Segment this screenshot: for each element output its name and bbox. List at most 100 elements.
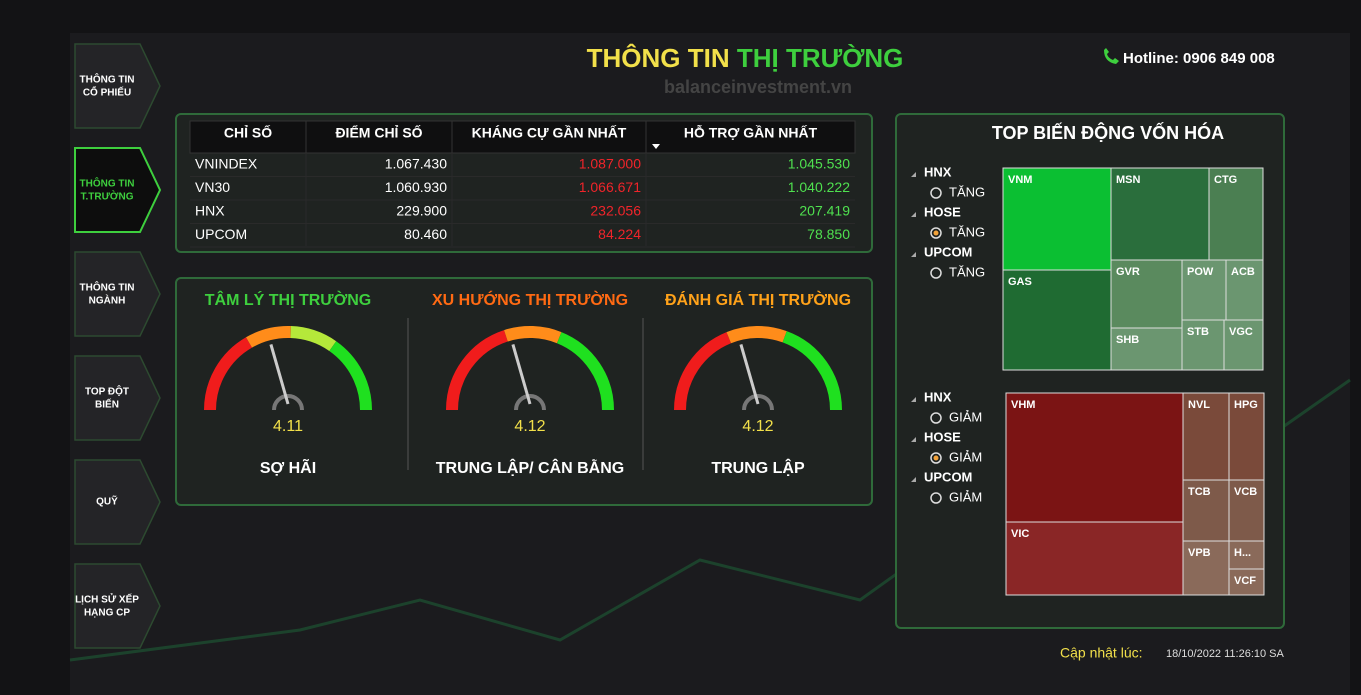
nav-shape	[74, 251, 161, 337]
option-label: GIẢM	[949, 409, 982, 424]
table-cell: HNX	[195, 203, 225, 219]
page-title: THÔNG TIN THỊ TRƯỜNG	[587, 43, 904, 73]
nav-shape	[74, 43, 161, 129]
phone-icon	[1104, 48, 1119, 64]
table-cell: 1.040.222	[788, 179, 850, 195]
header-cell	[645, 120, 856, 154]
tile-label: VNM	[1008, 174, 1032, 186]
updated-time: 18/10/2022 11:26:10 SA	[1166, 648, 1285, 660]
nav-shape	[74, 459, 161, 545]
table-cell: 84.224	[598, 226, 641, 242]
gauge-panel	[175, 277, 873, 506]
radio-dot	[933, 230, 939, 236]
exchange-label: HNX	[924, 389, 952, 404]
treemap-tile[interactable]	[1228, 540, 1265, 570]
nav-shape	[74, 563, 161, 649]
treemap-tile[interactable]	[1182, 540, 1230, 596]
treemap-tile[interactable]	[1110, 327, 1183, 371]
gauge-pivot	[272, 394, 304, 411]
exchange-label: HOSE	[924, 429, 961, 444]
column-header: HỖ TRỢ GẦN NHẤT	[684, 124, 818, 141]
tile-label: VHM	[1011, 399, 1035, 411]
nav-item[interactable]: THÔNG TIN NGÀNH	[74, 251, 161, 337]
treemap-tile[interactable]	[1228, 479, 1265, 542]
gauge-label: TRUNG LẬP	[711, 458, 805, 477]
radio[interactable]	[930, 227, 942, 239]
tile-label: SHB	[1116, 334, 1139, 346]
gauge-arc	[329, 341, 372, 411]
treemap-tile[interactable]	[1223, 319, 1264, 371]
option-label: TĂNG	[949, 264, 985, 279]
expand-icon	[911, 172, 916, 177]
tile-label: ACB	[1231, 266, 1255, 278]
radio[interactable]	[930, 267, 942, 279]
updated-label: Cập nhật lúc:	[1060, 645, 1143, 661]
radio[interactable]	[930, 412, 942, 424]
gauge-label: TRUNG LẬP/ CÂN BẰNG	[436, 458, 624, 477]
table-cell: 1.045.530	[788, 156, 850, 172]
tile-label: HPG	[1234, 399, 1258, 411]
nav-item[interactable]: THÔNG TIN CỔ PHIẾU	[74, 43, 161, 129]
watermark: balanceinvestment.vn	[664, 77, 852, 97]
exchange-label: HOSE	[924, 204, 961, 219]
treemap-tile[interactable]	[1005, 392, 1184, 523]
treemap-tile[interactable]	[1228, 568, 1265, 596]
tile-label: VIC	[1011, 528, 1029, 540]
table-cell: VN30	[195, 179, 230, 195]
nav-item[interactable]: QUỸ	[74, 459, 161, 545]
tile-label: TCB	[1188, 486, 1211, 498]
nav-label: THÔNG TIN NGÀNH	[80, 280, 135, 306]
gauge-title: XU HƯỚNG THỊ TRƯỜNG	[432, 290, 628, 309]
tile-label: VPB	[1188, 547, 1211, 559]
treemap-tile[interactable]	[1110, 167, 1210, 261]
table-cell: VNINDEX	[195, 156, 258, 172]
gauge-arc	[782, 331, 842, 411]
treemap-tile[interactable]	[1002, 269, 1112, 371]
option-label: GIẢM	[949, 489, 982, 504]
tile-label: GVR	[1116, 266, 1140, 278]
radio-dot	[933, 455, 939, 461]
radio[interactable]	[930, 187, 942, 199]
nav-label: TOP ĐỘT BIẾN	[85, 384, 129, 410]
treemap-tile[interactable]	[1181, 319, 1225, 371]
nav-label: QUỸ	[96, 495, 118, 508]
gauge-pivot	[742, 394, 774, 411]
gauge-needle	[739, 343, 760, 405]
table-cell: 232.056	[590, 203, 641, 219]
nav-shape	[74, 355, 161, 441]
table-cell: 229.900	[396, 203, 447, 219]
gauge-title: TÂM LÝ THỊ TRƯỜNG	[205, 290, 371, 309]
gauge-arc	[246, 326, 291, 348]
tile-label: NVL	[1188, 399, 1210, 411]
nav-item[interactable]: LỊCH SỬ XẾP HẠNG CP	[74, 563, 161, 649]
radio[interactable]	[930, 452, 942, 464]
tile-label: GAS	[1008, 276, 1032, 288]
gauge-arc	[446, 330, 508, 411]
tile-label: MSN	[1116, 174, 1141, 186]
gauge-value: 4.12	[514, 418, 545, 435]
expand-icon	[911, 437, 916, 442]
treemap-tile[interactable]	[1208, 167, 1264, 261]
treemap-tile[interactable]	[1182, 479, 1230, 542]
radio[interactable]	[930, 492, 942, 504]
treemap-tile[interactable]	[1005, 521, 1184, 596]
treemap-tile[interactable]	[1225, 259, 1264, 321]
table-cell: 1.067.430	[385, 156, 447, 172]
tile-label: VCF	[1234, 575, 1256, 587]
treemap-tile[interactable]	[1002, 167, 1112, 271]
table-cell: 80.460	[404, 226, 447, 242]
table-cell: 1.060.930	[385, 179, 447, 195]
expand-icon	[911, 477, 916, 482]
exchange-label: UPCOM	[924, 469, 972, 484]
nav-label: THÔNG TIN CỔ PHIẾU	[80, 72, 135, 98]
column-header: KHÁNG CỰ GẦN NHẤT	[472, 125, 627, 141]
nav-item[interactable]: THÔNG TIN T.TRƯỜNG	[74, 147, 162, 233]
option-label: TĂNG	[949, 224, 985, 239]
treemap-tile[interactable]	[1228, 392, 1265, 481]
table-cell: 1.087.000	[579, 156, 641, 172]
gauge-arc	[674, 332, 732, 411]
nav-shape	[74, 147, 162, 233]
gauge-pivot	[514, 394, 546, 411]
exchange-label: UPCOM	[924, 244, 972, 259]
nav-item[interactable]: TOP ĐỘT BIẾN	[74, 355, 161, 441]
